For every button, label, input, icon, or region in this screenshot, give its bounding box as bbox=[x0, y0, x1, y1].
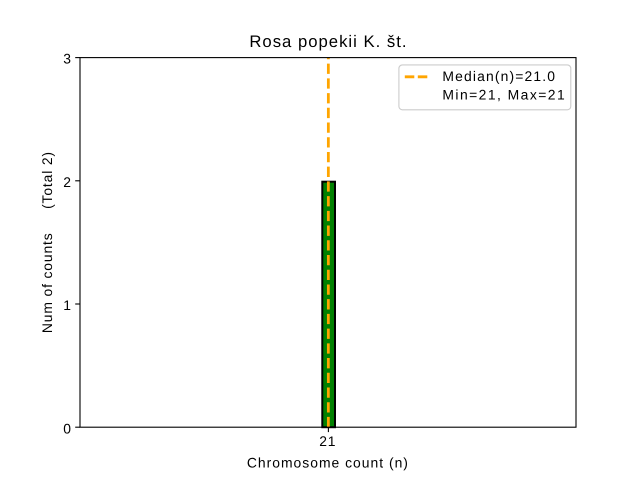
svg-text:Median(n)=21.0: Median(n)=21.0 bbox=[442, 68, 556, 84]
svg-text:Chromosome count (n): Chromosome count (n) bbox=[247, 454, 409, 470]
svg-text:3: 3 bbox=[63, 51, 71, 67]
svg-text:1: 1 bbox=[63, 297, 71, 313]
svg-text:21: 21 bbox=[319, 433, 336, 449]
svg-text:Min=21, Max=21: Min=21, Max=21 bbox=[442, 87, 566, 103]
svg-text:Num of counts (Total 2): Num of counts (Total 2) bbox=[39, 151, 55, 333]
svg-text:Rosa popekii K. št.: Rosa popekii K. št. bbox=[249, 32, 407, 51]
svg-text:2: 2 bbox=[63, 174, 71, 190]
svg-text:0: 0 bbox=[63, 420, 71, 436]
